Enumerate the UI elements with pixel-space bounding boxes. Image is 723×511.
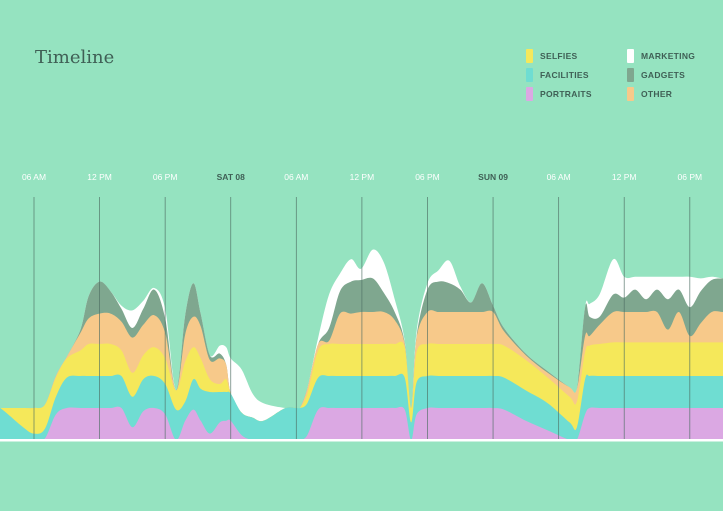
legend-label: SELFIES <box>540 51 578 61</box>
x-tick-label: 06 AM <box>547 172 571 182</box>
x-tick-label: SUN 09 <box>478 172 508 182</box>
x-tick-label: 12 PM <box>87 172 112 182</box>
legend-swatch-facilities <box>526 68 533 82</box>
x-tick-label: SAT 08 <box>217 172 245 182</box>
legend-item-portraits: PORTRAITS <box>526 87 592 101</box>
legend-item-other: OTHER <box>627 87 672 101</box>
legend-swatch-portraits <box>526 87 533 101</box>
baseline <box>0 439 723 442</box>
legend-swatch-gadgets <box>627 68 634 82</box>
x-tick-label: 06 PM <box>678 172 703 182</box>
legend-label: GADGETS <box>641 70 686 80</box>
legend-item-facilities: FACILITIES <box>526 68 589 82</box>
x-tick-label: 06 AM <box>22 172 46 182</box>
legend-label: OTHER <box>641 89 673 99</box>
legend-label: MARKETING <box>641 51 696 61</box>
x-tick-label: 06 PM <box>415 172 440 182</box>
legend-item-selfies: SELFIES <box>526 49 578 63</box>
legend-label: FACILITIES <box>540 70 589 80</box>
legend-item-marketing: MARKETING <box>627 49 695 63</box>
legend-label: PORTRAITS <box>540 89 592 99</box>
x-tick-label: 12 PM <box>612 172 637 182</box>
chart-title: Timeline <box>35 47 115 68</box>
x-tick-label: 06 AM <box>284 172 308 182</box>
x-tick-label: 12 PM <box>350 172 375 182</box>
x-axis-ticks: 06 AM 12 PM 06 PM SAT 08 06 AM 12 PM 06 PM SUN … <box>22 172 702 182</box>
x-tick-label: 06 PM <box>153 172 178 182</box>
legend-swatch-other <box>627 87 634 101</box>
legend-swatch-marketing <box>627 49 634 63</box>
legend-swatch-selfies <box>526 49 533 63</box>
legend-item-gadgets: GADGETS <box>627 68 685 82</box>
gridlines <box>33 197 691 440</box>
